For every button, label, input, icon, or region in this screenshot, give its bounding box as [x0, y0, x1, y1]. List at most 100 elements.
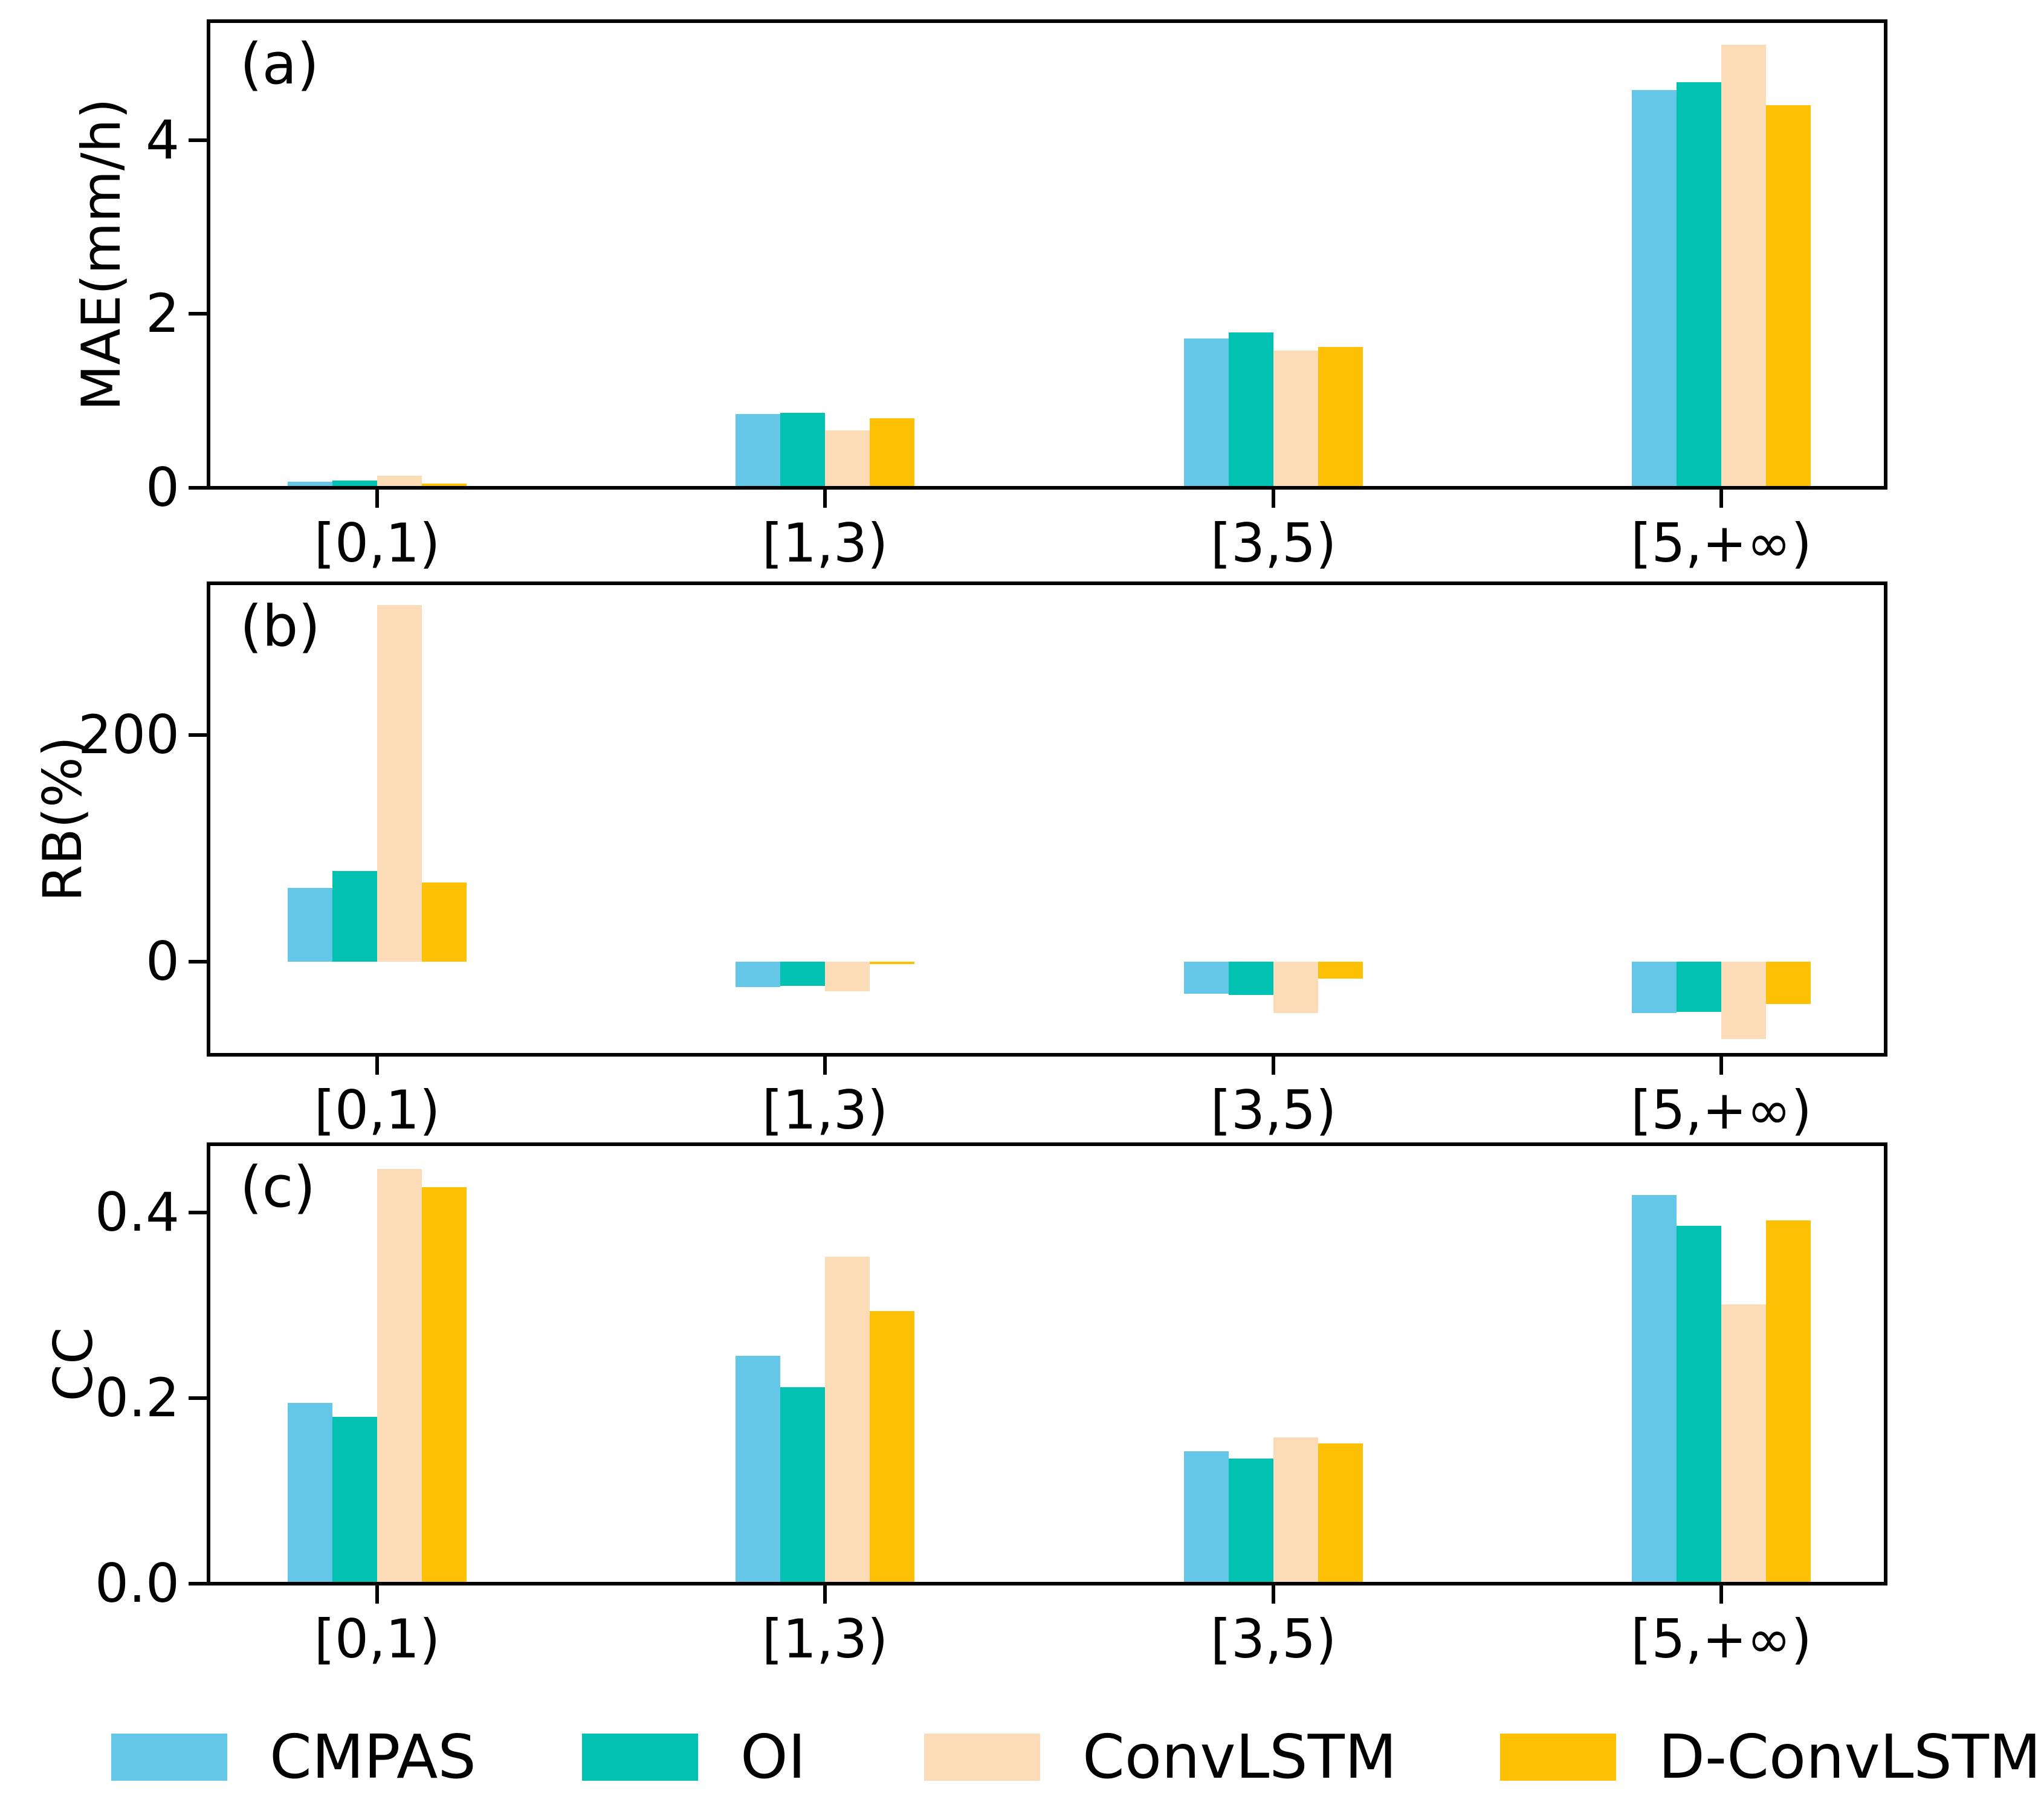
panel-c-xtick-mark [1272, 1585, 1275, 1604]
bar-d-convlstm-c-3 [1766, 1220, 1811, 1584]
panel-b-ytick-mark [189, 733, 207, 737]
legend-swatch-oi [582, 1734, 698, 1781]
bar-convlstm-a-3 [1721, 44, 1766, 488]
panel-a-category-label: [0,1) [314, 512, 441, 574]
panel-a-xtick-mark [823, 490, 827, 508]
bar-convlstm-a-0 [377, 475, 422, 488]
bar-d-convlstm-a-2 [1318, 347, 1363, 488]
panel-b-xtick-mark [823, 1057, 827, 1075]
panel-b-label: (b) [240, 594, 321, 659]
bar-cmpas-b-2 [1184, 962, 1229, 994]
panel-c-category-label: [1,3) [762, 1608, 888, 1670]
bar-convlstm-a-1 [825, 430, 870, 488]
panel-c-ytick-label: 0.2 [95, 1367, 179, 1430]
bar-d-convlstm-c-0 [422, 1187, 467, 1584]
panel-b-xtick-mark [1719, 1057, 1723, 1075]
panel-b-ytick-label: 200 [78, 704, 179, 766]
bar-convlstm-c-3 [1721, 1304, 1766, 1584]
bar-convlstm-a-2 [1273, 350, 1318, 488]
bar-cmpas-b-1 [736, 962, 780, 987]
bar-cmpas-c-2 [1184, 1451, 1229, 1584]
panel-b-category-label: [1,3) [762, 1079, 888, 1141]
panel-c-xtick-mark [1719, 1585, 1723, 1604]
panel-c-category-label: [3,5) [1210, 1608, 1337, 1670]
bar-oi-a-1 [780, 413, 825, 488]
legend-swatch-convlstm [924, 1734, 1040, 1781]
panel-c-category-label: [5,+∞) [1631, 1608, 1812, 1670]
bar-cmpas-c-0 [288, 1402, 332, 1584]
bar-oi-b-0 [332, 871, 377, 962]
legend-label-convlstm: ConvLSTM [1082, 1721, 1397, 1792]
panel-a-ytick-label: 0 [146, 456, 179, 519]
bar-oi-a-0 [332, 481, 377, 488]
bar-oi-b-1 [780, 962, 825, 986]
panel-c-ytick-label: 0.4 [95, 1181, 179, 1244]
bar-convlstm-c-0 [377, 1169, 422, 1584]
bar-d-convlstm-c-1 [870, 1311, 914, 1584]
panel-b-ytick-label: 0 [146, 930, 179, 993]
legend-swatch-cmpas [111, 1734, 227, 1781]
panel-a-category-label: [3,5) [1210, 512, 1337, 574]
bar-convlstm-b-0 [377, 604, 422, 962]
bar-convlstm-b-2 [1273, 962, 1318, 1013]
legend-label-oi: OI [740, 1721, 806, 1792]
panel-c-category-label: [0,1) [314, 1608, 441, 1670]
bar-d-convlstm-a-3 [1766, 105, 1811, 488]
panel-b-ytick-mark [189, 960, 207, 964]
bar-oi-c-2 [1229, 1458, 1273, 1584]
panel-a-label: (a) [240, 31, 319, 97]
panel-c-ytick-label: 0.0 [95, 1552, 179, 1615]
bar-convlstm-c-2 [1273, 1437, 1318, 1584]
panel-c-ytick-mark [189, 1211, 207, 1215]
legend-label-cmpas: CMPAS [270, 1721, 476, 1792]
bar-oi-c-1 [780, 1387, 825, 1584]
bar-cmpas-b-0 [288, 888, 332, 962]
bar-convlstm-b-1 [825, 962, 870, 991]
bar-d-convlstm-b-1 [870, 962, 914, 964]
panel-c-ytick-mark [189, 1396, 207, 1401]
panel-b-category-label: [0,1) [314, 1079, 441, 1141]
panel-a-category-label: [1,3) [762, 512, 888, 574]
bar-cmpas-a-3 [1632, 89, 1677, 488]
bar-d-convlstm-a-1 [870, 418, 914, 488]
bar-cmpas-a-2 [1184, 338, 1229, 488]
bar-cmpas-a-0 [288, 481, 332, 488]
panel-a-xtick-mark [1719, 490, 1723, 508]
bar-d-convlstm-c-2 [1318, 1443, 1363, 1584]
panel-c-xtick-mark [375, 1585, 379, 1604]
bar-cmpas-b-3 [1632, 962, 1677, 1013]
panel-a-xtick-mark [1272, 490, 1275, 508]
bar-cmpas-c-1 [736, 1355, 780, 1584]
panel-c-label: (c) [240, 1155, 316, 1220]
panel-b-category-label: [3,5) [1210, 1079, 1337, 1141]
bar-oi-b-2 [1229, 962, 1273, 995]
bar-oi-a-2 [1229, 332, 1273, 488]
panel-a-ytick-mark [189, 486, 207, 490]
legend-swatch-d-convlstm [1500, 1734, 1616, 1781]
bar-d-convlstm-a-0 [422, 483, 467, 488]
panel-a-ytick-mark [189, 138, 207, 142]
panel-b-xtick-mark [1272, 1057, 1275, 1075]
bar-oi-a-3 [1677, 82, 1721, 488]
panel-c-ytick-mark [189, 1582, 207, 1585]
bar-oi-c-3 [1677, 1225, 1721, 1584]
bar-d-convlstm-b-2 [1318, 962, 1363, 979]
panel-b-category-label: [5,+∞) [1631, 1079, 1812, 1141]
bar-cmpas-c-3 [1632, 1195, 1677, 1584]
bar-convlstm-b-3 [1721, 962, 1766, 1039]
bar-cmpas-a-1 [736, 413, 780, 488]
bar-d-convlstm-b-3 [1766, 962, 1811, 1004]
legend-label-d-convlstm: D-ConvLSTM [1658, 1721, 2042, 1792]
bar-oi-c-0 [332, 1416, 377, 1584]
bar-d-convlstm-b-0 [422, 883, 467, 962]
panel-a-category-label: [5,+∞) [1631, 512, 1812, 574]
panel-a-ytick-label: 2 [146, 282, 179, 345]
panel-c-xtick-mark [823, 1585, 827, 1604]
panel-a-ytick-mark [189, 312, 207, 316]
bar-oi-b-3 [1677, 962, 1721, 1012]
panel-a-xtick-mark [375, 490, 379, 508]
bar-convlstm-c-1 [825, 1256, 870, 1584]
panel-b-xtick-mark [375, 1057, 379, 1075]
panel-a-ytick-label: 4 [146, 108, 179, 171]
